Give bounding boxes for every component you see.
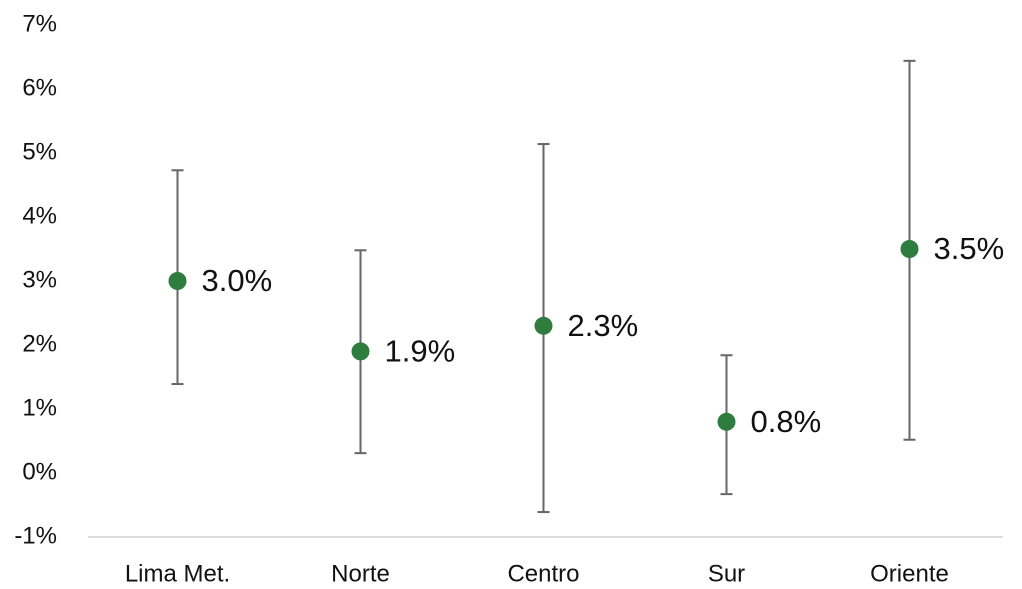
y-tick-label: 5% xyxy=(22,138,57,165)
data-label: 3.5% xyxy=(934,231,1005,266)
point xyxy=(168,272,187,290)
x-tick-label: Norte xyxy=(331,560,390,587)
x-tick-label: Centro xyxy=(507,560,579,587)
point xyxy=(717,412,736,431)
data-label: 2.3% xyxy=(568,308,639,343)
x-tick-label: Lima Met. xyxy=(125,560,230,587)
y-tick-label: 3% xyxy=(22,266,57,293)
y-tick-label: -1% xyxy=(14,522,57,549)
data-label: 0.8% xyxy=(751,404,822,439)
x-tick-label: Sur xyxy=(708,560,745,587)
y-tick-label: 0% xyxy=(22,458,57,485)
y-tick-label: 4% xyxy=(22,202,57,229)
y-tick-label: 7% xyxy=(22,10,57,37)
x-tick-label: Oriente xyxy=(870,560,949,587)
y-tick-label: 2% xyxy=(22,330,57,357)
point xyxy=(534,316,553,335)
y-tick-label: 6% xyxy=(22,74,57,101)
y-tick-label: 1% xyxy=(22,394,57,421)
data-label: 1.9% xyxy=(385,334,456,369)
point xyxy=(900,240,919,258)
data-label: 3.0% xyxy=(202,263,273,298)
point xyxy=(351,342,370,361)
